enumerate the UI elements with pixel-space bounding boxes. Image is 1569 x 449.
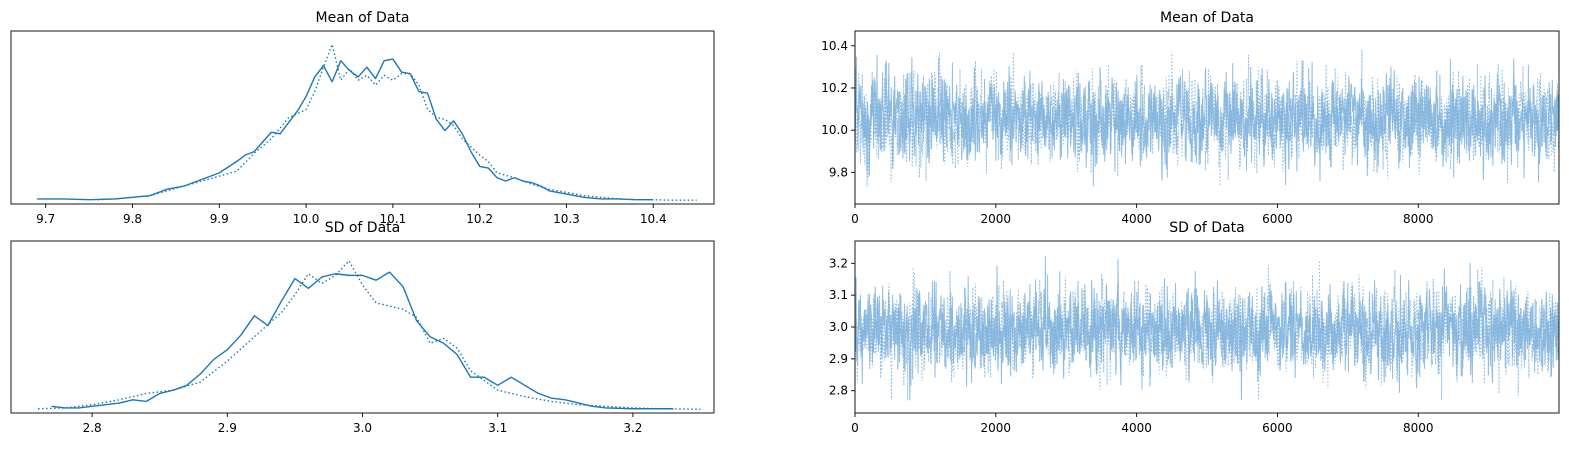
- plot-title: SD of Data: [325, 220, 401, 236]
- y-tick-label: 2.8: [829, 384, 848, 398]
- kde-line-chain-0: [51, 271, 674, 410]
- y-tick-label: 3.2: [829, 256, 848, 270]
- trace-line-chain-1: [855, 260, 1559, 401]
- x-tick-label: 0: [851, 212, 859, 226]
- x-tick-label: 3.0: [353, 421, 372, 435]
- kde-line-chain-1: [38, 260, 701, 410]
- plot-title: Mean of Data: [316, 10, 410, 26]
- x-tick-label: 2000: [981, 421, 1012, 435]
- kde-line-chain-1: [97, 43, 697, 201]
- axes-frame: [854, 240, 1560, 414]
- y-tick-label: 10.4: [821, 39, 848, 53]
- y-tick-label: 3.0: [829, 320, 848, 334]
- y-tick-label: 10.0: [821, 123, 848, 137]
- x-tick-label: 2000: [981, 212, 1012, 226]
- x-tick-label: 0: [851, 421, 859, 435]
- axes-frame: [10, 240, 715, 414]
- x-tick-label: 10.0: [293, 212, 320, 226]
- x-tick-label: 10.1: [380, 212, 407, 226]
- x-tick-label: 8000: [1403, 421, 1434, 435]
- x-tick-label: 10.3: [553, 212, 580, 226]
- x-tick-label: 4000: [1121, 421, 1152, 435]
- plot-title: SD of Data: [1169, 220, 1245, 236]
- x-tick-label: 9.8: [123, 212, 142, 226]
- x-tick-label: 4000: [1121, 212, 1152, 226]
- plot-area: [855, 256, 1559, 401]
- axes-trace-mean: Mean of Data 0 2000 4000 6000 8000 9.8 10.0 10.2…: [821, 10, 1560, 226]
- x-tick-label: 3.1: [488, 421, 507, 435]
- x-tick-label: 2.9: [218, 421, 237, 435]
- x-tick-label: 9.9: [210, 212, 229, 226]
- plot-area: [855, 49, 1559, 187]
- axes-kde-sd: SD of Data 2.8 2.9 3.0 3.1 3.2: [10, 220, 715, 435]
- y-tick-label: 2.9: [829, 352, 848, 366]
- plot-area: [38, 260, 701, 410]
- y-tick-label: 10.2: [821, 81, 848, 95]
- x-tick-label: 9.7: [36, 212, 55, 226]
- y-tick-label: 9.8: [829, 165, 848, 179]
- axes-frame: [854, 30, 1560, 205]
- x-tick-label: 2.8: [83, 421, 102, 435]
- kde-line-chain-0: [37, 58, 654, 201]
- axes-frame: [10, 30, 715, 205]
- x-tick-label: 6000: [1262, 212, 1293, 226]
- x-tick-label: 8000: [1403, 212, 1434, 226]
- x-tick-label: 10.4: [640, 212, 667, 226]
- x-tick-label: 10.2: [466, 212, 493, 226]
- y-tick-label: 3.1: [829, 288, 848, 302]
- plot-title: Mean of Data: [1160, 10, 1254, 26]
- x-tick-label: 3.2: [623, 421, 642, 435]
- axes-kde-mean: Mean of Data 9.7 9.8 9.9 10.0 10.1 10.2 10.3 10.…: [10, 10, 715, 226]
- axes-trace-sd: SD of Data 0 2000 4000 6000 8000 2.8 2.9 3.0 3.1 3…: [829, 220, 1560, 435]
- plot-area: [37, 43, 697, 201]
- trace-line-chain-1: [855, 49, 1559, 187]
- x-tick-label: 6000: [1262, 421, 1293, 435]
